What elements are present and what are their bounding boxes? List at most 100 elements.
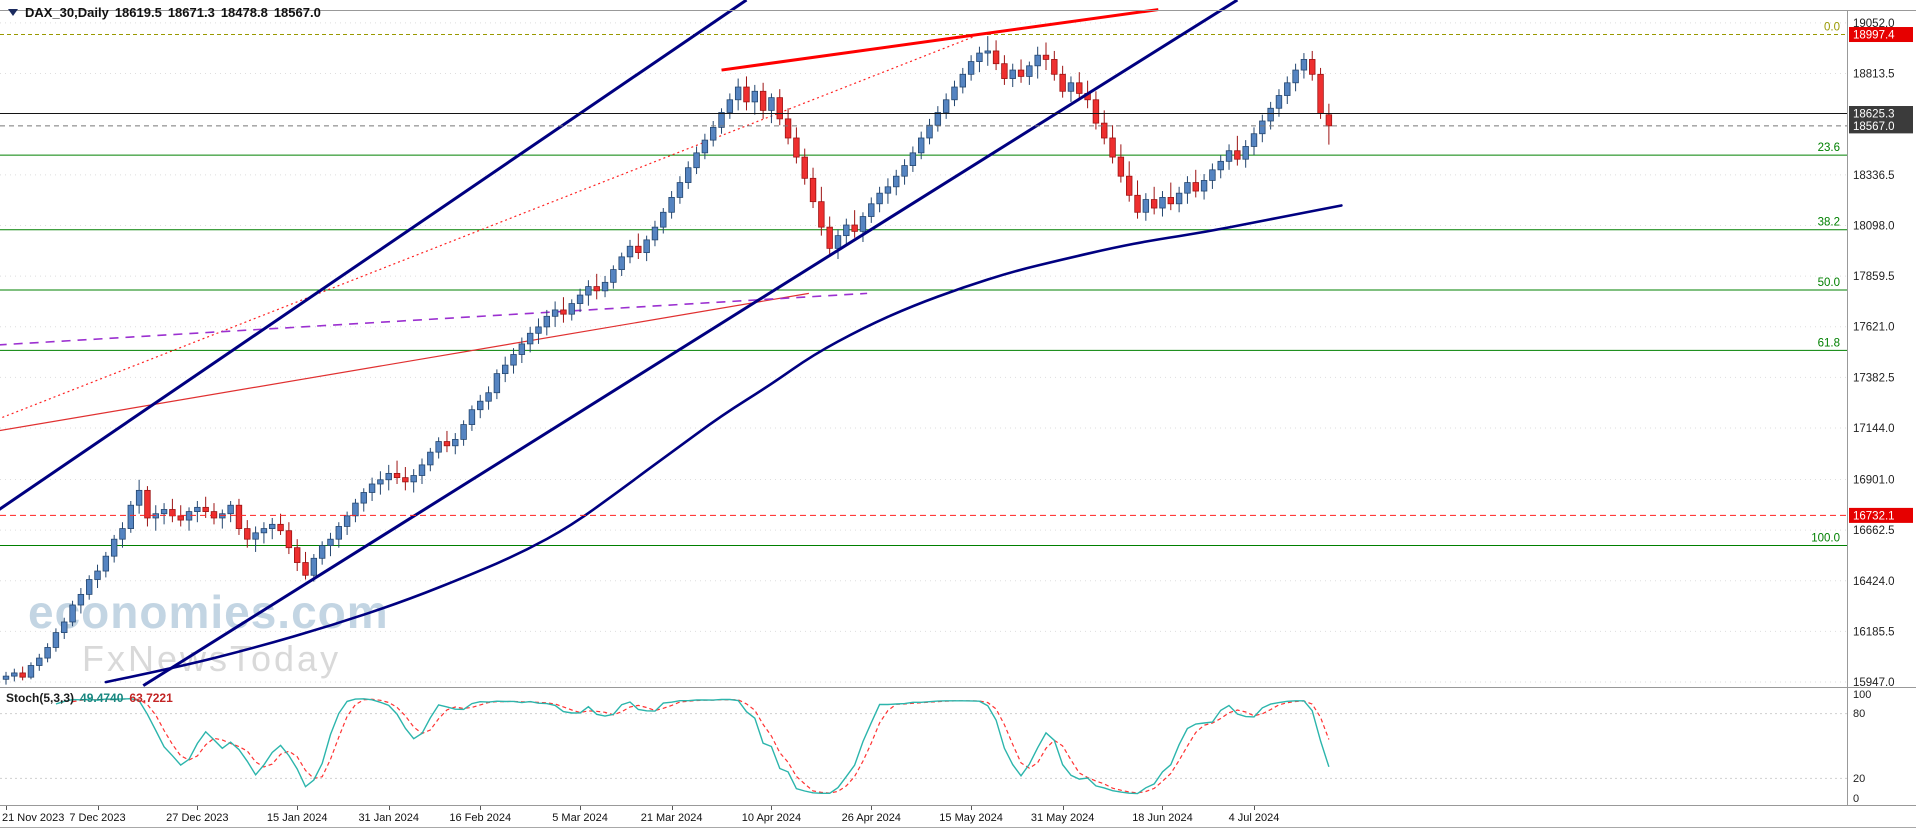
candle[interactable] [61,621,68,633]
candle[interactable] [418,464,426,476]
candle[interactable] [876,192,883,205]
candle[interactable] [177,515,184,521]
candle[interactable] [618,256,625,270]
candle[interactable] [160,509,168,515]
candle[interactable] [1026,65,1033,77]
candle[interactable] [635,245,642,254]
candle[interactable] [260,528,268,534]
candle[interactable] [1300,59,1308,71]
candle[interactable] [327,538,334,546]
candle[interactable] [726,99,734,113]
trendlines-under[interactable] [0,35,976,432]
candle[interactable] [585,286,592,296]
candle[interactable] [1267,107,1274,122]
candle[interactable] [410,475,417,483]
candle[interactable] [36,657,43,666]
candle[interactable] [269,523,276,529]
candle[interactable] [169,509,176,517]
candle[interactable] [651,226,659,241]
trendline-resistance-red[interactable] [721,8,1159,72]
candle[interactable] [1034,54,1041,67]
candle[interactable] [277,523,284,532]
trendline-purple-dashed[interactable] [0,292,868,346]
candle[interactable] [510,354,517,366]
candle[interactable] [959,73,966,88]
candle[interactable] [252,532,259,540]
candle[interactable] [576,294,584,304]
candle[interactable] [427,451,434,466]
candle[interactable] [1234,150,1241,160]
candle[interactable] [926,124,933,139]
candle[interactable] [951,86,958,101]
candle[interactable] [693,152,700,169]
candle[interactable] [19,672,26,678]
candle[interactable] [501,364,509,375]
candle[interactable] [127,504,134,529]
candle[interactable] [893,175,900,188]
horizontal-price-lines[interactable] [0,113,1848,516]
candle[interactable] [227,504,234,515]
candle[interactable] [452,439,459,447]
candle[interactable] [1009,69,1016,79]
candle[interactable] [435,441,442,453]
candle[interactable] [1101,122,1108,139]
candle[interactable] [976,52,983,62]
candle[interactable] [302,562,309,576]
candle[interactable] [310,557,318,576]
candle[interactable] [1001,63,1008,79]
candle[interactable] [69,604,76,623]
candle[interactable] [485,392,492,402]
candle[interactable] [1117,156,1125,177]
trendline-minor-red-line[interactable] [0,292,809,432]
candle[interactable] [768,97,775,111]
candle[interactable] [335,526,342,540]
candle[interactable] [759,90,767,111]
candle[interactable] [818,201,825,228]
candle[interactable] [1192,182,1199,192]
candle[interactable] [102,555,110,572]
candle[interactable] [360,492,367,504]
candle[interactable] [610,269,617,283]
candle[interactable] [984,50,991,54]
candle[interactable] [859,216,867,232]
candle[interactable] [784,118,792,139]
candle[interactable] [385,472,392,481]
candle[interactable] [1309,59,1316,75]
candle[interactable] [992,50,1000,65]
candle[interactable] [710,126,717,141]
candle[interactable] [934,112,942,126]
candle[interactable] [11,672,18,677]
candle[interactable] [1325,114,1333,127]
candle[interactable] [1259,120,1266,135]
candle[interactable] [1167,197,1174,205]
candle[interactable] [685,167,692,183]
candle[interactable] [293,547,301,563]
candle[interactable] [526,332,534,345]
candle[interactable] [1217,160,1224,171]
candle[interactable] [843,224,850,237]
candle[interactable] [1284,82,1291,96]
candle[interactable] [343,515,351,527]
candle[interactable] [668,197,675,213]
candle[interactable] [202,506,209,512]
candle[interactable] [1200,180,1208,192]
candle[interactable] [402,477,409,483]
candle[interactable] [643,239,650,254]
candle[interactable] [1076,82,1083,94]
candle[interactable] [1059,73,1066,92]
trendline-channel-line-2[interactable] [142,0,1239,687]
candle[interactable] [551,309,559,317]
candle[interactable] [851,224,858,232]
candle[interactable] [1317,73,1324,114]
candle[interactable] [701,139,709,154]
candle[interactable] [942,99,950,113]
candle[interactable] [352,502,359,517]
candle[interactable] [743,86,750,103]
candle[interactable] [809,177,817,203]
candle[interactable] [1242,146,1249,160]
candle[interactable] [477,400,484,411]
candle[interactable] [194,506,201,512]
candle[interactable] [868,203,875,217]
candle[interactable] [626,245,634,258]
candle[interactable] [468,409,476,425]
